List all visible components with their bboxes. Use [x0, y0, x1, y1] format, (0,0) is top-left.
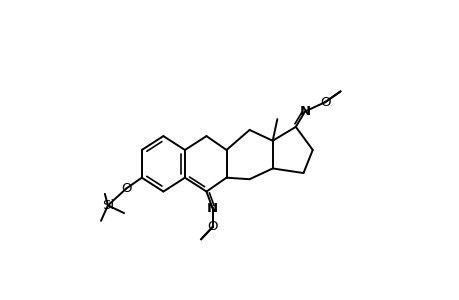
Text: Si: Si: [101, 199, 114, 212]
Text: O: O: [207, 220, 218, 233]
Text: N: N: [207, 202, 218, 215]
Text: O: O: [121, 182, 131, 195]
Text: N: N: [299, 105, 310, 118]
Text: O: O: [319, 96, 330, 109]
